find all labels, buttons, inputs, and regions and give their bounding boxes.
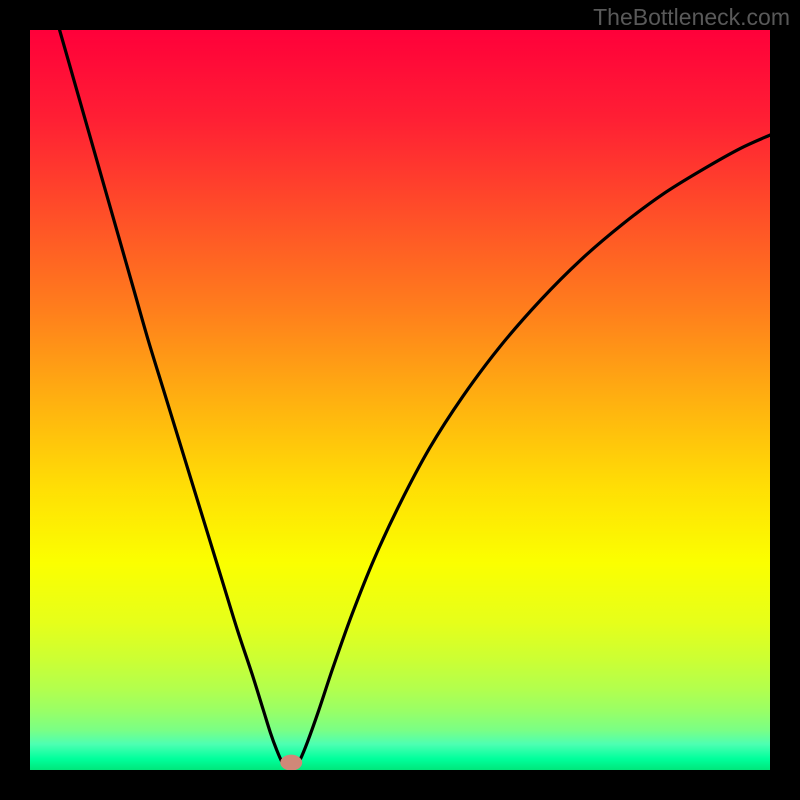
minimum-marker	[280, 755, 302, 770]
plot-area	[30, 30, 770, 770]
watermark-text: TheBottleneck.com	[593, 4, 790, 31]
chart-container: TheBottleneck.com	[0, 0, 800, 800]
plot-svg	[30, 30, 770, 770]
gradient-background	[30, 30, 770, 770]
